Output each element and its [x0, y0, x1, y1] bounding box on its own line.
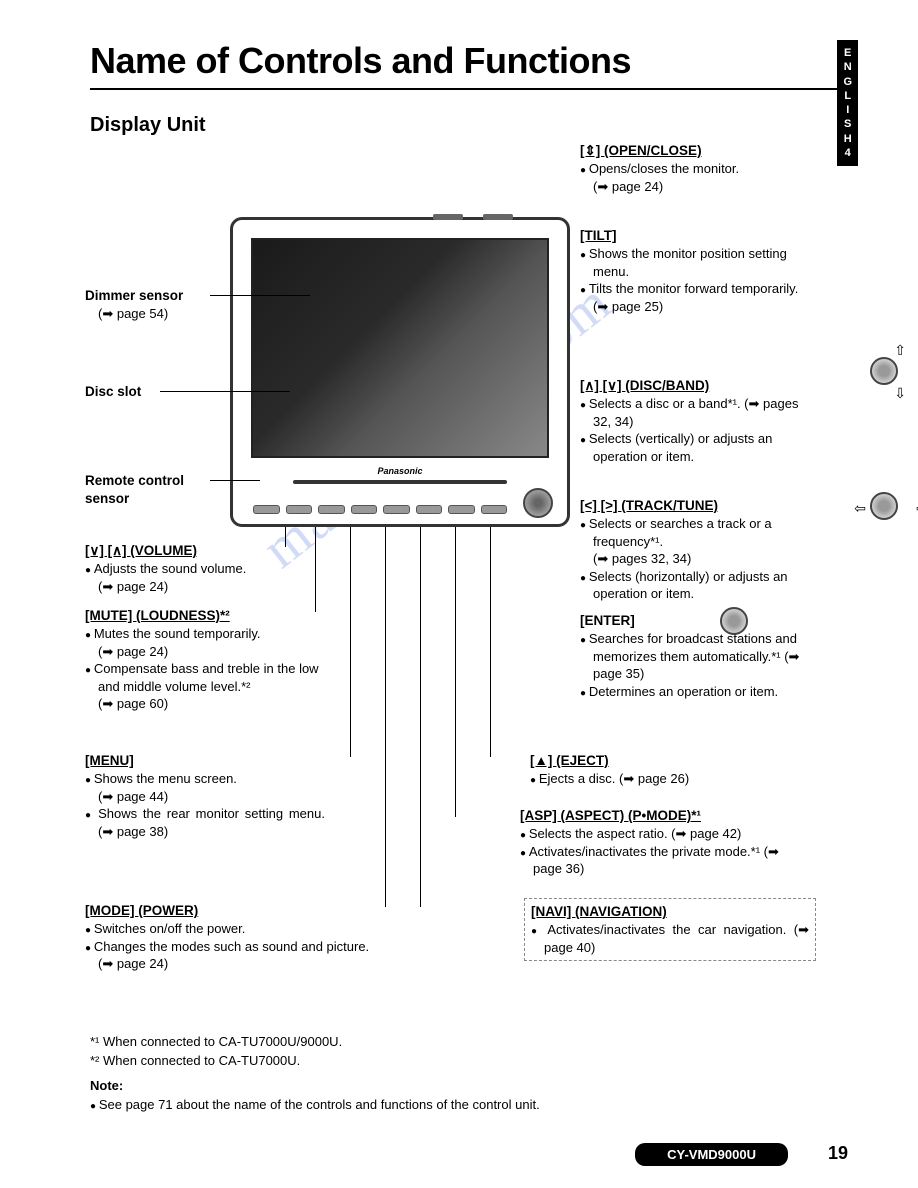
- callout-remote-sensor: Remote control sensor: [85, 472, 215, 508]
- callout-enter: [ENTER] Searches for broadcast stations …: [580, 612, 800, 700]
- callout-menu: [MENU] Shows the menu screen. page 44 Sh…: [85, 752, 325, 840]
- callout-aspect: [ASP] (ASPECT) (P•MODE)*¹ Selects the as…: [520, 807, 810, 878]
- brand-label: Panasonic: [377, 466, 422, 476]
- page-number: 19: [828, 1143, 848, 1164]
- callout-open-close: [⇕] (OPEN/CLOSE) Opens/closes the monito…: [580, 142, 800, 195]
- callout-dimmer: Dimmer sensor page 54: [85, 287, 215, 323]
- callout-track-tune: [<] [>] (TRACK/TUNE) Selects or searches…: [580, 497, 800, 603]
- arrow-left-icon: ⇦: [854, 500, 866, 517]
- callout-eject: [▲] (EJECT) Ejects a disc. (➡ page 26): [530, 752, 800, 788]
- joystick-vertical-icon: [870, 357, 898, 385]
- callout-mode: [MODE] (POWER) Switches on/off the power…: [85, 902, 385, 973]
- callout-navi: [NAVI] (NAVIGATION) Activates/inactivate…: [530, 902, 810, 957]
- section-title: Display Unit: [90, 114, 848, 137]
- callout-tilt: [TILT] Shows the monitor position settin…: [580, 227, 800, 315]
- arrow-up-icon: ⇧: [894, 342, 906, 359]
- diagram: manualshive.com Panasonic ⇧ ⇩ ⇦ ⇨ Dimmer…: [90, 147, 848, 1027]
- callout-disc-slot: Disc slot: [85, 383, 215, 401]
- footnotes: *¹ When connected to CA-TU7000U/9000U. *…: [90, 1033, 848, 1114]
- callout-disc-band: [∧] [∨] (DISC/BAND) Selects a disc or a …: [580, 377, 800, 465]
- joystick-horizontal-icon: [870, 492, 898, 520]
- callout-volume: [∨] [∧] (VOLUME) Adjusts the sound volum…: [85, 542, 315, 595]
- device-illustration: Panasonic: [230, 217, 570, 527]
- page-title: Name of Controls and Functions: [90, 40, 848, 90]
- model-badge: CY-VMD9000U: [635, 1143, 788, 1166]
- arrow-down-icon: ⇩: [894, 385, 906, 402]
- callout-mute: [MUTE] (LOUDNESS)*² Mutes the sound temp…: [85, 607, 325, 713]
